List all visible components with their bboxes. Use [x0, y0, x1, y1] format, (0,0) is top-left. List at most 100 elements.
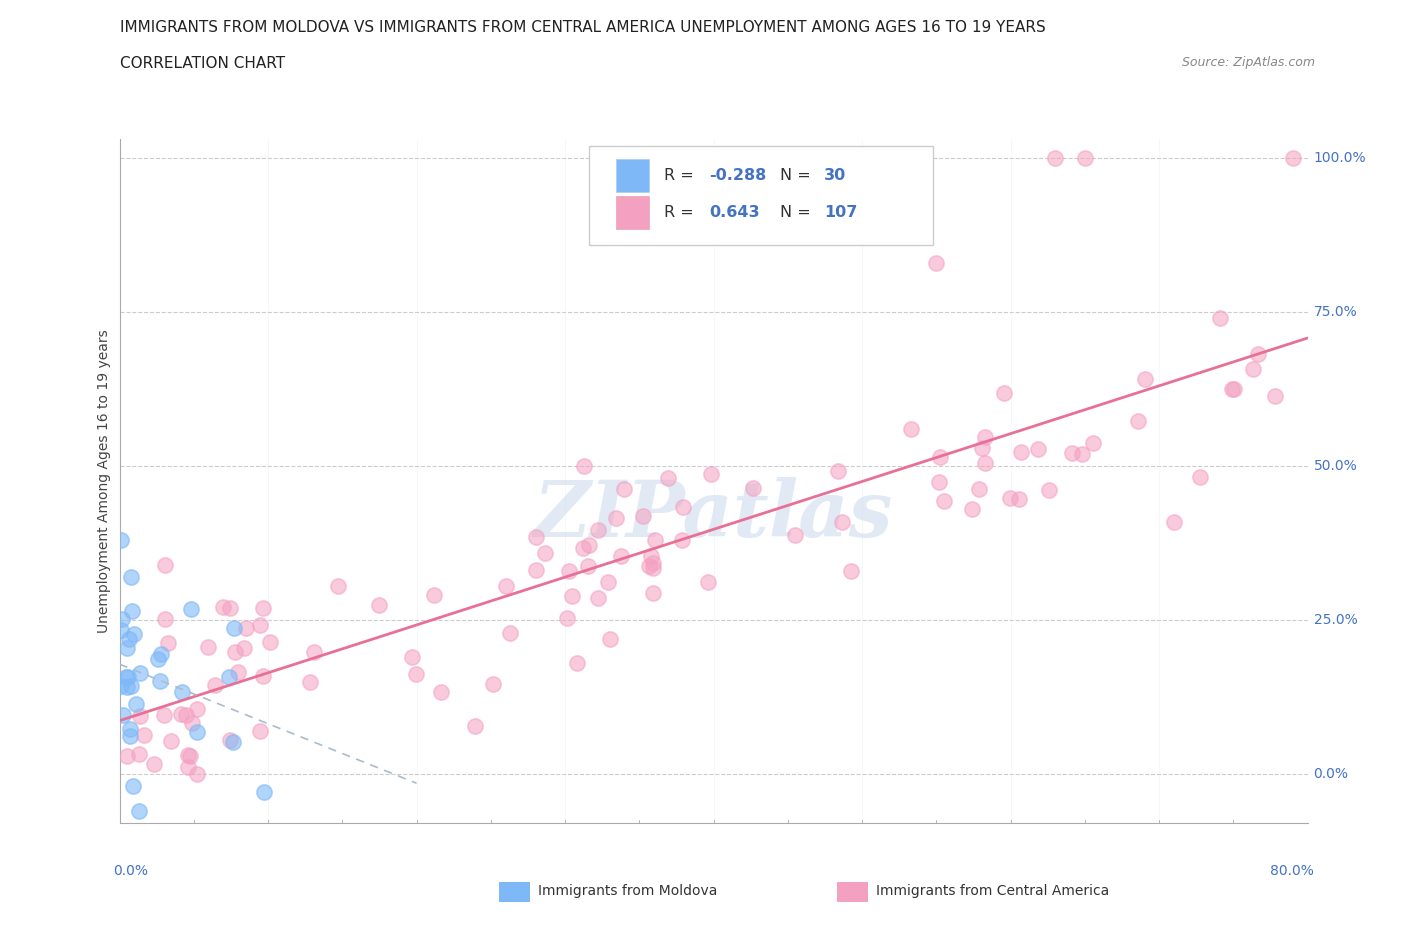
- Point: [186, 766, 208, 781]
- Point: [186, 701, 208, 716]
- Point: [222, 735, 245, 750]
- Point: [218, 670, 240, 684]
- Point: [1163, 515, 1185, 530]
- Point: [156, 635, 179, 650]
- Point: [118, 631, 141, 646]
- Point: [155, 611, 177, 626]
- Point: [1081, 436, 1104, 451]
- Text: Immigrants from Central America: Immigrants from Central America: [876, 884, 1109, 898]
- Text: CORRELATION CHART: CORRELATION CHART: [120, 56, 284, 71]
- Point: [972, 441, 994, 456]
- Point: [643, 555, 665, 570]
- Point: [696, 575, 718, 590]
- Point: [170, 707, 193, 722]
- Point: [128, 709, 150, 724]
- Point: [609, 548, 631, 563]
- Text: N =: N =: [780, 206, 815, 220]
- Point: [533, 546, 555, 561]
- Point: [900, 421, 922, 436]
- Text: 0.0%: 0.0%: [1313, 767, 1348, 781]
- Point: [613, 481, 636, 496]
- Point: [495, 578, 517, 593]
- Point: [934, 493, 956, 508]
- Text: IMMIGRANTS FROM MOLDOVA VS IMMIGRANTS FROM CENTRAL AMERICA UNEMPLOYMENT AMONG AG: IMMIGRANTS FROM MOLDOVA VS IMMIGRANTS FR…: [120, 20, 1045, 35]
- Point: [405, 667, 427, 682]
- Point: [1060, 445, 1083, 460]
- Point: [125, 696, 148, 711]
- Text: 50.0%: 50.0%: [1313, 458, 1357, 472]
- Point: [1133, 372, 1156, 387]
- Point: [128, 804, 150, 818]
- Point: [571, 541, 593, 556]
- Point: [252, 669, 274, 684]
- Point: [1038, 483, 1060, 498]
- Point: [1126, 414, 1149, 429]
- Point: [224, 644, 246, 659]
- Point: [839, 564, 862, 578]
- Point: [249, 724, 271, 739]
- Point: [249, 618, 271, 632]
- Point: [596, 574, 619, 589]
- Point: [180, 601, 202, 616]
- Point: [742, 480, 765, 495]
- Point: [368, 597, 391, 612]
- Point: [120, 728, 142, 743]
- Point: [299, 674, 322, 689]
- Point: [180, 715, 202, 730]
- Point: [430, 684, 453, 699]
- Point: [644, 533, 666, 548]
- Point: [641, 585, 664, 600]
- Point: [640, 549, 662, 564]
- Point: [149, 674, 172, 689]
- Point: [1220, 382, 1243, 397]
- Text: -0.288: -0.288: [709, 168, 766, 183]
- Point: [929, 449, 952, 464]
- Point: [599, 631, 621, 646]
- Point: [464, 718, 486, 733]
- Point: [204, 677, 226, 692]
- Text: ZIPatlas: ZIPatlas: [534, 477, 893, 553]
- Point: [700, 467, 723, 482]
- Point: [143, 756, 166, 771]
- Point: [115, 680, 138, 695]
- Point: [498, 626, 520, 641]
- Point: [967, 482, 990, 497]
- Point: [159, 733, 181, 748]
- Point: [233, 641, 256, 656]
- Point: [993, 386, 1015, 401]
- Point: [174, 708, 197, 723]
- Point: [1241, 362, 1264, 377]
- Point: [1246, 346, 1268, 361]
- Point: [1223, 381, 1246, 396]
- Point: [960, 502, 983, 517]
- Point: [120, 678, 142, 693]
- Bar: [616, 159, 650, 193]
- FancyBboxPatch shape: [589, 146, 934, 246]
- Point: [401, 650, 423, 665]
- Text: Immigrants from Moldova: Immigrants from Moldova: [538, 884, 718, 898]
- Text: Source: ZipAtlas.com: Source: ZipAtlas.com: [1181, 56, 1315, 69]
- Text: 30: 30: [824, 168, 846, 183]
- Point: [1008, 492, 1031, 507]
- Text: 75.0%: 75.0%: [1313, 305, 1357, 319]
- Point: [117, 749, 139, 764]
- Point: [586, 591, 609, 605]
- Text: 107: 107: [824, 206, 858, 220]
- Point: [524, 529, 547, 544]
- Point: [253, 785, 276, 800]
- Point: [631, 508, 654, 523]
- Point: [226, 664, 249, 679]
- Point: [1074, 151, 1097, 166]
- Point: [928, 474, 950, 489]
- Text: 0.0%: 0.0%: [114, 864, 149, 878]
- Point: [112, 707, 135, 722]
- Point: [197, 639, 219, 654]
- Point: [211, 599, 233, 614]
- Point: [218, 601, 240, 616]
- Point: [827, 463, 849, 478]
- Point: [1188, 470, 1211, 485]
- Text: R =: R =: [664, 168, 699, 183]
- Point: [170, 684, 193, 699]
- Point: [115, 670, 138, 684]
- Point: [179, 749, 201, 764]
